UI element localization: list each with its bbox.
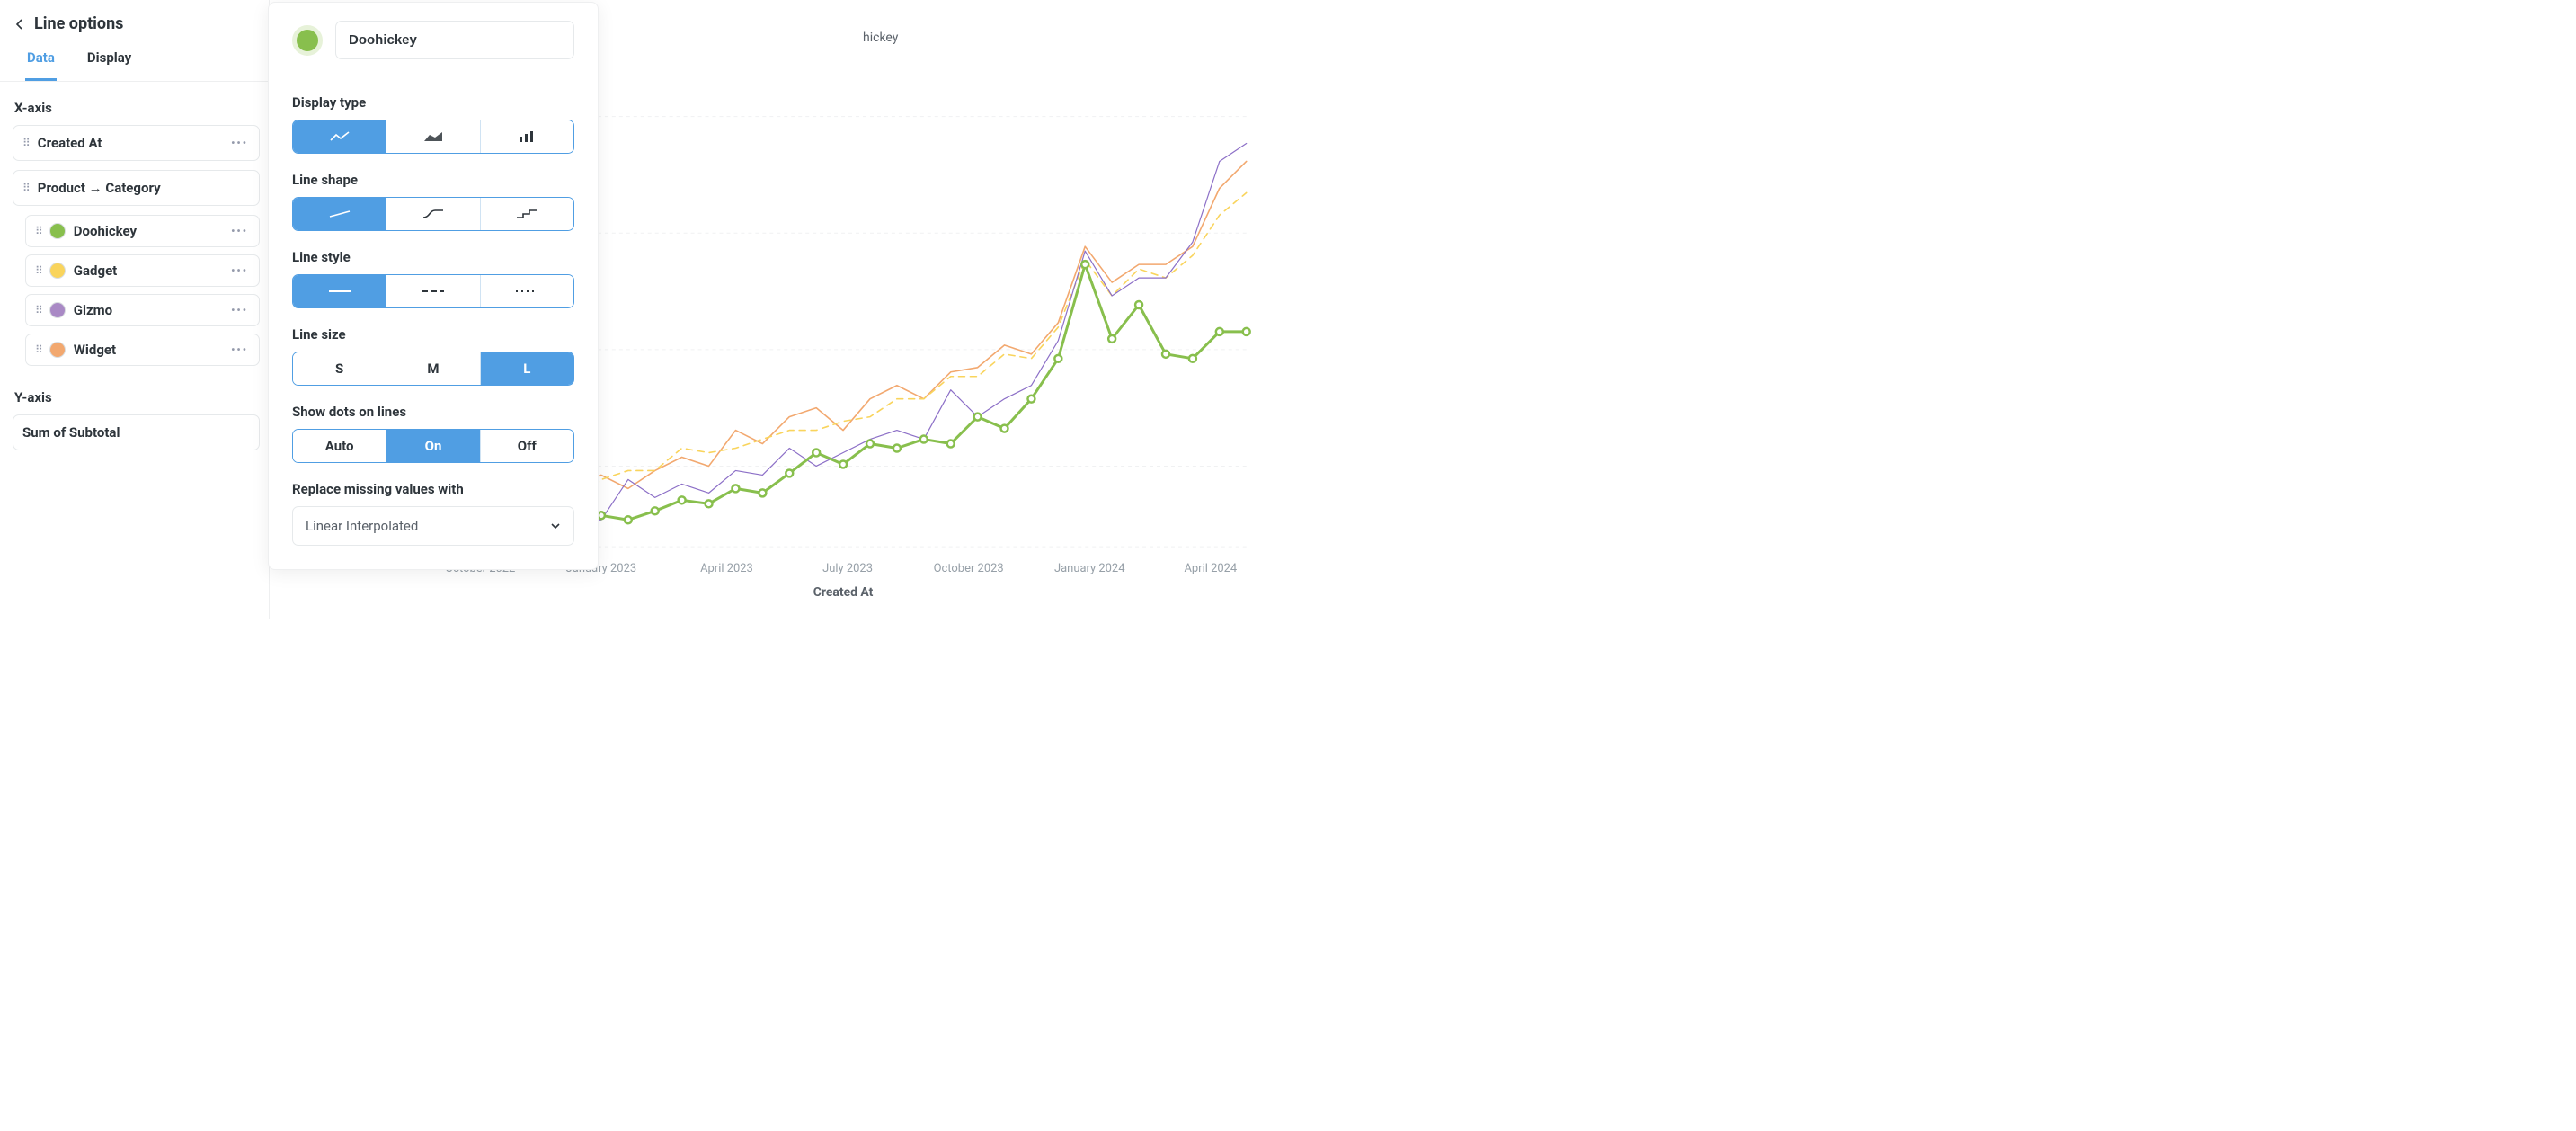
replace-missing-select[interactable]: Linear Interpolated <box>292 506 574 546</box>
y-axis-field[interactable]: Sum of Subtotal <box>13 414 260 450</box>
drag-handle-icon[interactable]: ⠿ <box>35 264 41 277</box>
series-item[interactable]: ⠿ Gadget ••• <box>25 254 260 287</box>
tab-data[interactable]: Data <box>25 49 57 81</box>
svg-text:April 2024: April 2024 <box>1184 562 1237 575</box>
line-shape-label: Line shape <box>292 172 574 188</box>
svg-text:Created At: Created At <box>813 585 874 600</box>
legend-fragment: hickey <box>863 31 898 45</box>
line-options-sidebar: Line options Data Display X-axis ⠿Create… <box>0 0 270 619</box>
line-style-dashed[interactable] <box>386 275 480 307</box>
more-icon[interactable]: ••• <box>231 225 252 237</box>
drag-handle-icon[interactable]: ⠿ <box>35 304 41 316</box>
more-icon[interactable]: ••• <box>231 304 252 316</box>
line-style-dotted[interactable] <box>481 275 573 307</box>
seg-dots-off[interactable]: Off <box>481 430 573 462</box>
display-type-line[interactable] <box>293 120 386 153</box>
series-settings-popup: Display type Line shape Line style Line … <box>268 2 599 570</box>
series-color-icon <box>50 224 65 238</box>
drag-handle-icon[interactable]: ⠿ <box>22 182 29 194</box>
series-label: Doohickey <box>74 223 137 239</box>
seg-size-s[interactable]: S <box>293 352 386 385</box>
sidebar-tabs: Data Display <box>0 49 269 82</box>
tab-display[interactable]: Display <box>85 49 133 81</box>
series-label: Gizmo <box>74 302 112 318</box>
seg-dots-auto[interactable]: Auto <box>293 430 386 462</box>
line-size-segment: SML <box>292 352 574 386</box>
display-type-label: Display type <box>292 94 574 111</box>
y-axis-label: Y-axis <box>14 389 260 405</box>
series-color-icon <box>50 303 65 317</box>
line-shape-linear[interactable] <box>293 198 386 230</box>
line-style-segment <box>292 274 574 308</box>
x-axis-label: X-axis <box>14 100 260 116</box>
series-color-chip[interactable] <box>292 25 323 56</box>
line-style-label: Line style <box>292 249 574 265</box>
back-icon[interactable] <box>14 19 25 30</box>
line-style-solid[interactable] <box>293 275 386 307</box>
series-item[interactable]: ⠿ Widget ••• <box>25 334 260 366</box>
seg-size-m[interactable]: M <box>386 352 480 385</box>
display-type-segment <box>292 120 574 154</box>
svg-text:April 2023: April 2023 <box>700 562 753 575</box>
svg-text:October 2023: October 2023 <box>934 562 1004 575</box>
x-axis-created-at[interactable]: ⠿Created At ••• <box>13 125 260 161</box>
display-type-area[interactable] <box>386 120 480 153</box>
chevron-down-icon <box>550 521 561 531</box>
svg-text:January 2024: January 2024 <box>1054 562 1125 575</box>
drag-handle-icon[interactable]: ⠿ <box>35 225 41 237</box>
line-shape-segment <box>292 197 574 231</box>
series-item[interactable]: ⠿ Doohickey ••• <box>25 215 260 247</box>
seg-dots-on[interactable]: On <box>386 430 480 462</box>
more-icon[interactable]: ••• <box>231 343 252 356</box>
replace-missing-value: Linear Interpolated <box>306 518 418 534</box>
series-label: Widget <box>74 342 116 358</box>
line-shape-curve[interactable] <box>386 198 480 230</box>
series-item[interactable]: ⠿ Gizmo ••• <box>25 294 260 326</box>
replace-missing-label: Replace missing values with <box>292 481 574 497</box>
svg-text:July 2023: July 2023 <box>822 562 873 575</box>
display-type-bar[interactable] <box>481 120 573 153</box>
more-icon[interactable]: ••• <box>231 264 252 277</box>
more-icon[interactable]: ••• <box>231 137 252 149</box>
drag-handle-icon[interactable]: ⠿ <box>35 343 41 356</box>
drag-handle-icon[interactable]: ⠿ <box>22 137 29 149</box>
series-name-input[interactable] <box>335 21 574 59</box>
line-size-label: Line size <box>292 326 574 343</box>
series-color-icon <box>50 263 65 278</box>
series-color-icon <box>50 343 65 357</box>
sidebar-title: Line options <box>34 14 123 33</box>
show-dots-label: Show dots on lines <box>292 404 574 420</box>
seg-size-l[interactable]: L <box>481 352 573 385</box>
show-dots-segment: AutoOnOff <box>292 429 574 463</box>
series-label: Gadget <box>74 263 117 279</box>
x-axis-product-category[interactable]: ⠿Product → Category <box>13 170 260 206</box>
line-shape-step[interactable] <box>481 198 573 230</box>
